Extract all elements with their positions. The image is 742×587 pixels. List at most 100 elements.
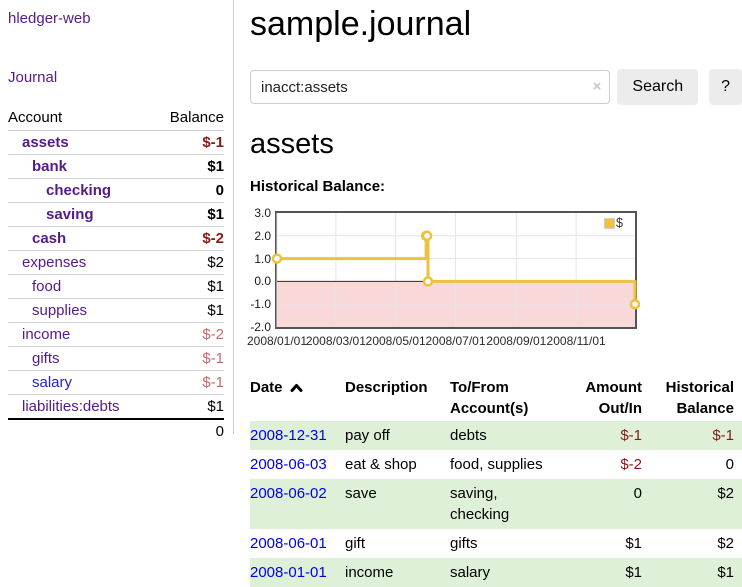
x-axis-tick-label: 2008/09/01 [486,334,547,348]
transaction-date-link[interactable]: 2008-06-02 [250,485,327,502]
accounts-header-row: Account Balance [8,107,224,131]
account-link[interactable]: saving [46,206,94,223]
register-amount: $-2 [620,456,642,473]
account-link[interactable]: supplies [32,302,88,319]
register-header-accounts: To/From Account(s) [450,379,529,417]
accounts-header-account: Account [8,107,154,131]
account-row: saving $1 [8,202,224,227]
register-accounts: salary [450,564,491,581]
register-date-cell: 2008-01-01 [250,558,345,587]
search-input[interactable] [250,70,611,104]
register-header-row: Date Description To/From Account(s) Amou… [250,375,742,421]
register-balance: $2 [717,535,734,552]
register-description: gift [345,535,366,552]
account-name-cell: supplies [8,298,154,323]
register-description: income [345,564,394,581]
account-balance: $2 [153,250,224,275]
account-balance: $-1 [153,346,224,371]
register-amount: $1 [625,535,642,552]
account-link[interactable]: expenses [22,254,87,271]
account-balance: 0 [153,178,224,203]
transaction-date-link[interactable]: 2008-06-03 [250,456,327,473]
register-description: pay off [345,427,390,444]
search-button[interactable]: Search [617,69,699,105]
y-axis-tick-label: 3.0 [254,206,271,220]
data-point-marker [422,276,434,287]
x-axis-tick-label: 2008/03/01 [305,334,366,348]
account-row: assets $-1 [8,130,224,155]
sidebar-item-journal[interactable]: Journal [8,69,58,86]
register-header-date: Date [250,375,345,421]
y-axis-tick-label: 0.0 [254,274,271,289]
account-link[interactable]: salary [32,374,73,391]
y-axis-tick-label: -2.0 [250,320,271,334]
account-row: gifts $-1 [8,346,224,371]
sidebar: hledger-web Journal Account Balance asse… [0,0,232,443]
account-row: bank $1 [8,154,224,179]
register-amount: $-1 [620,427,642,444]
account-balance: $-1 [153,370,224,395]
accounts-table: Account Balance assets $-1 bank $1 checking 0… [8,107,224,443]
account-heading: assets [250,128,334,160]
account-balance: $-1 [153,130,224,155]
account-balance: $-2 [153,322,224,347]
account-name-cell: income [8,322,154,347]
register-accounts: food, supplies [450,456,543,473]
register-date-cell: 2008-06-03 [250,450,345,479]
account-link[interactable]: checking [46,182,112,199]
register-amount: $1 [625,564,642,581]
account-link[interactable]: food [32,278,62,295]
register-balance: 0 [725,456,734,473]
register-row: 2008-06-01 gift gifts $1 $2 [250,529,742,558]
transaction-date-link[interactable]: 2008-12-31 [250,427,327,444]
help-button[interactable]: ? [709,69,742,105]
register-accounts: saving, checking [450,485,510,523]
transaction-date-link[interactable]: 2008-01-01 [250,564,327,581]
account-name-cell: salary [8,370,154,395]
register-balance: $-1 [712,427,734,444]
register-table: Date Description To/From Account(s) Amou… [250,375,742,587]
account-link[interactable]: gifts [32,350,60,367]
account-link[interactable]: income [22,326,71,343]
account-name-cell: expenses [8,250,154,275]
register-amount: 0 [633,485,642,502]
data-point-marker [271,253,283,264]
chart-plot-area: $ [271,211,641,329]
account-link[interactable]: bank [32,158,68,175]
register-accounts: gifts [450,535,478,552]
account-balance: $1 [153,298,224,323]
account-row: expenses $2 [8,250,224,275]
account-link[interactable]: liabilities:debts [22,398,120,415]
account-row: liabilities:debts $1 [8,394,224,420]
transaction-date-link[interactable]: 2008-06-01 [250,535,327,552]
accounts-total-value: 0 [153,418,224,443]
account-name-cell: food [8,274,154,299]
register-header-date-label[interactable]: Date [250,379,283,396]
account-link[interactable]: cash [32,230,67,247]
account-row: checking 0 [8,178,224,203]
legend-label: $ [616,216,623,230]
account-row: income $-2 [8,322,224,347]
y-axis-tick-label: -1.0 [250,297,271,312]
account-balance: $1 [153,154,224,179]
register-description: save [345,485,377,502]
account-name-cell: cash [8,226,154,251]
register-row: 2008-06-02 save saving, checking 0 $2 [250,479,742,529]
app-title-link[interactable]: hledger-web [8,10,91,27]
x-axis-tick-label: 2008/07/01 [425,334,486,348]
clear-search-icon[interactable]: × [592,78,602,95]
search-input-wrap: × [250,70,611,104]
chart-title: Historical Balance: [250,178,386,195]
account-name-cell: assets [8,130,154,155]
register-row: 2008-01-01 income salary $1 $1 [250,558,742,587]
account-name-cell: gifts [8,346,154,371]
register-date-cell: 2008-06-02 [250,479,345,529]
register-balance: $1 [717,564,734,581]
account-link[interactable]: assets [22,134,69,151]
register-header-description: Description [345,379,428,396]
account-name-cell: saving [8,202,154,227]
register-row: 2008-12-31 pay off debts $-1 $-1 [250,421,742,450]
register-date-cell: 2008-12-31 [250,421,345,450]
account-balance: $1 [153,274,224,299]
sort-ascending-icon[interactable] [290,383,303,393]
